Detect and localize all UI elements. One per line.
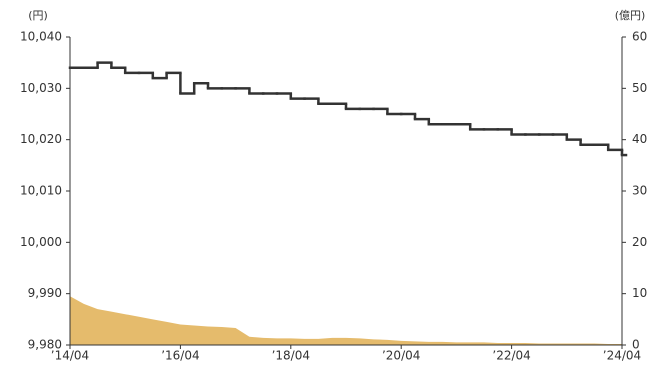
y2-tick-label: 50 <box>632 81 647 95</box>
x-tick-label: ’20/04 <box>382 349 420 363</box>
x-tick-label: ’24/04 <box>603 349 641 363</box>
y-tick-label: 9,980 <box>28 338 62 352</box>
y-tick-label: 10,030 <box>20 81 62 95</box>
x-tick-label: ’18/04 <box>272 349 310 363</box>
y-tick-label: 9,990 <box>28 286 62 300</box>
area <box>70 296 622 345</box>
x-tick-label: ’16/04 <box>161 349 199 363</box>
y-unit: (円) <box>28 9 48 22</box>
x-tick-label: ’22/04 <box>492 349 530 363</box>
y-tick-label: 10,000 <box>20 235 62 249</box>
y2-tick-label: 10 <box>632 286 647 300</box>
y2-tick-label: 20 <box>632 235 647 249</box>
y2-tick-label: 40 <box>632 132 647 146</box>
y-tick-label: 10,010 <box>20 184 62 198</box>
y-tick-label: 10,020 <box>20 132 62 146</box>
y-tick-label: 10,040 <box>20 30 62 44</box>
y2-tick-label: 30 <box>632 184 647 198</box>
y2-tick-label: 0 <box>632 338 640 352</box>
y2-tick-label: 60 <box>632 30 647 44</box>
x-tick-label: ’14/04 <box>51 349 89 363</box>
y2-unit: (億円) <box>615 9 646 22</box>
